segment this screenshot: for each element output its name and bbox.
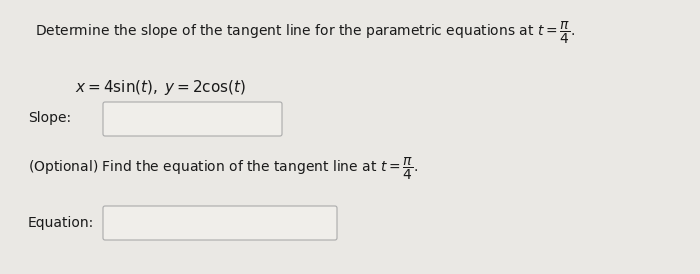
Text: Slope:: Slope: xyxy=(28,111,71,125)
Text: $x = 4\sin(t),\; y = 2\cos(t)$: $x = 4\sin(t),\; y = 2\cos(t)$ xyxy=(75,78,246,97)
Text: Determine the slope of the tangent line for the parametric equations at $t = \df: Determine the slope of the tangent line … xyxy=(35,20,575,46)
Text: Equation:: Equation: xyxy=(28,216,94,230)
FancyBboxPatch shape xyxy=(103,206,337,240)
Text: (Optional) Find the equation of the tangent line at $t = \dfrac{\pi}{4}$.: (Optional) Find the equation of the tang… xyxy=(28,156,418,182)
FancyBboxPatch shape xyxy=(103,102,282,136)
